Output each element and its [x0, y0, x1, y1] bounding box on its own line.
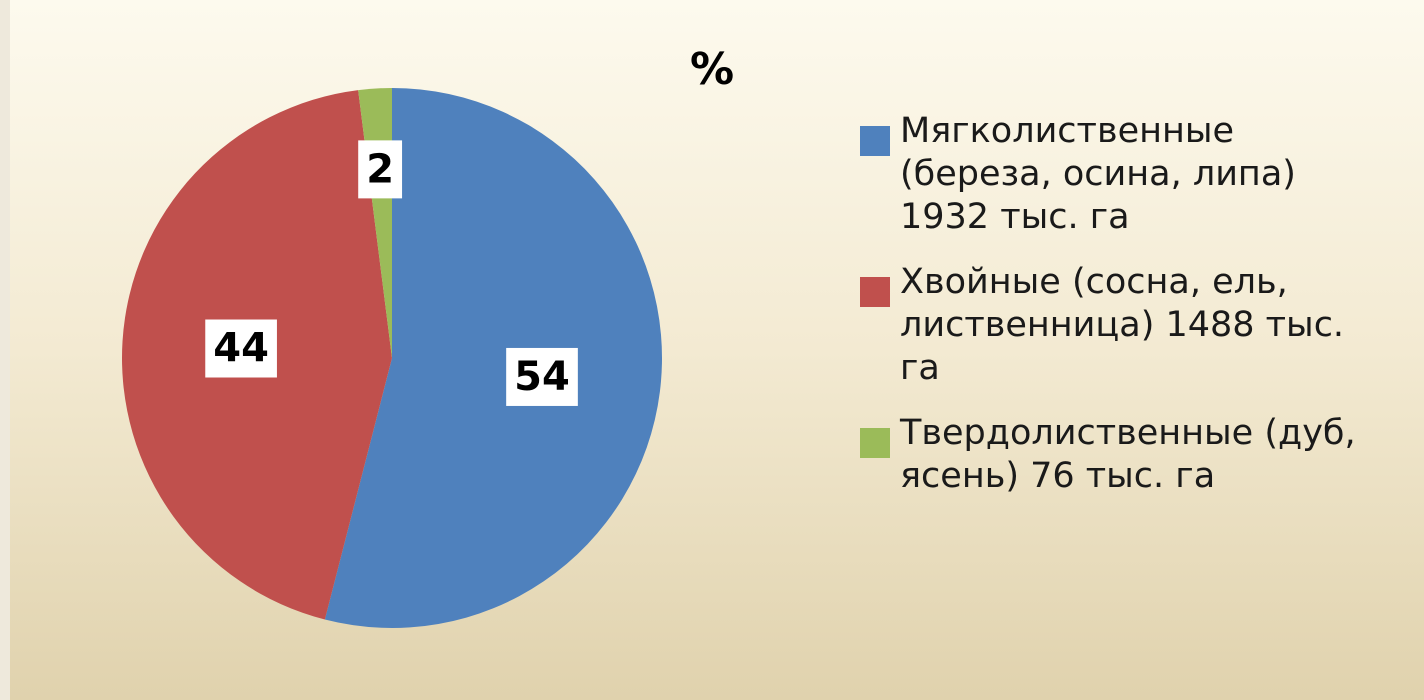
data-label: 44: [205, 319, 277, 378]
data-label-box: [358, 140, 403, 199]
legend-item: Мягколиственные (береза, осина, липа) 19…: [860, 110, 1400, 239]
data-label-box: [205, 319, 277, 378]
data-label-text: 2: [366, 146, 394, 192]
legend-swatch: [860, 277, 890, 307]
pie-slice: [324, 88, 662, 628]
legend-item: Хвойные (сосна, ель, лиственница) 1488 т…: [860, 261, 1400, 390]
legend-label: Хвойные (сосна, ель, лиственница) 1488 т…: [900, 262, 1345, 388]
legend-item: Твердолиственные (дуб, ясень) 76 тыс. га: [860, 412, 1400, 498]
data-label-text: 54: [514, 354, 570, 400]
legend-swatch: [860, 126, 890, 156]
legend-swatch: [860, 428, 890, 458]
chart-title: %: [690, 44, 734, 95]
legend-label: Твердолиственные (дуб, ясень) 76 тыс. га: [900, 413, 1356, 496]
legend-label: Мягколиственные (береза, осина, липа) 19…: [900, 111, 1296, 237]
data-label: 54: [506, 347, 578, 406]
data-label-box: [506, 347, 578, 406]
data-label-text: 44: [213, 326, 269, 372]
side-strip: [0, 0, 10, 700]
data-label: 2: [358, 140, 403, 199]
legend: Мягколиственные (береза, осина, липа) 19…: [860, 110, 1400, 520]
